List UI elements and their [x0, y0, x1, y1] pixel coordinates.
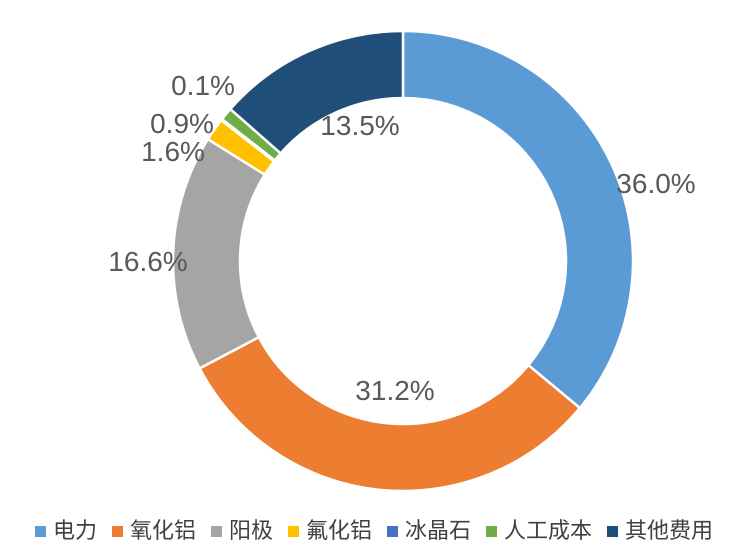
legend-swatch-icon [34, 525, 46, 537]
legend-item-5: 冰晶石 [387, 518, 471, 544]
legend-item-1: 电力 [34, 518, 97, 544]
donut-slice-2 [197, 335, 582, 493]
legend-item-4: 氟化铝 [287, 518, 372, 544]
legend-label: 其他费用 [625, 518, 714, 543]
legend-label: 氟化铝 [305, 518, 372, 543]
legend-item-7: 其他费用 [607, 518, 713, 544]
legend-swatch-icon [486, 525, 498, 537]
legend-label: 氧化铝 [129, 518, 196, 543]
donut-slice-3 [171, 137, 267, 371]
legend-item-3: 阳极 [210, 518, 273, 544]
legend-swatch-icon [111, 525, 123, 537]
legend-swatch-icon [210, 525, 222, 537]
legend-swatch-icon [607, 525, 619, 537]
legend-swatch-icon [287, 525, 299, 537]
legend-swatch-icon [387, 525, 398, 537]
legend-label: 冰晶石 [405, 518, 472, 543]
legend-label: 电力 [52, 518, 97, 543]
donut-slice-7 [228, 29, 405, 156]
legend-label: 阳极 [228, 518, 273, 543]
donut-slice-1 [401, 29, 635, 410]
chart-legend: 电力 氧化铝 阳极 氟化铝 冰晶石 人工成本 其他费用 [0, 518, 748, 544]
legend-item-2: 氧化铝 [111, 518, 196, 544]
legend-item-6: 人工成本 [486, 518, 592, 544]
legend-label: 人工成本 [504, 518, 593, 543]
